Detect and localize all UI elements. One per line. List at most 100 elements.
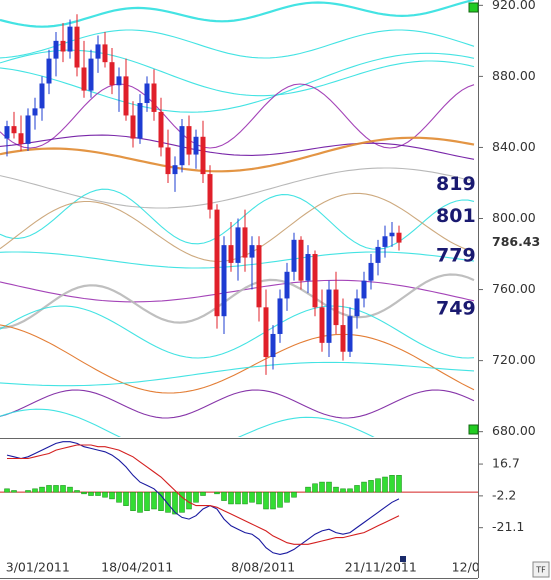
candle-body (67, 26, 73, 52)
candle-body (200, 136, 206, 175)
histogram-bar (312, 483, 318, 493)
cycle-line (0, 52, 475, 113)
histogram-bar (165, 491, 171, 513)
candle-body (354, 298, 360, 317)
candle-body (32, 108, 38, 116)
y-tick-label: -2.2 (492, 487, 516, 502)
candle-body (207, 174, 213, 210)
candle-body (242, 227, 248, 258)
cycle-line (0, 273, 475, 330)
cycle-line (0, 136, 475, 173)
cycle-line (0, 279, 475, 303)
cycle-line (0, 188, 475, 250)
cycle-line (0, 305, 475, 359)
candle-body (88, 58, 94, 91)
candle-body (389, 232, 395, 237)
candle-body (172, 165, 178, 175)
histogram-bar (221, 491, 227, 501)
y-tick-label: 840.00 (492, 139, 536, 154)
candle-body (60, 40, 66, 52)
candle-body (123, 76, 129, 116)
candle-body (186, 126, 192, 155)
cycle-line (0, 0, 475, 28)
candle-body (46, 58, 52, 84)
histogram-bar (228, 491, 234, 505)
histogram-bar (81, 491, 87, 495)
histogram-bar (389, 475, 395, 493)
candle-body (53, 40, 59, 59)
histogram-bar (172, 491, 178, 515)
histogram-bar (193, 491, 199, 503)
candle-body (102, 44, 108, 63)
histogram-bar (32, 488, 38, 493)
histogram-bar (179, 491, 185, 513)
histogram-bar (361, 481, 367, 493)
level-label: 749 (436, 298, 476, 320)
cycle-line (0, 251, 475, 269)
last-price-box (486, 234, 548, 251)
histogram-bar (256, 491, 262, 505)
histogram-bar (340, 488, 346, 493)
candle-body (326, 289, 332, 343)
histogram-bar (137, 491, 143, 513)
indicator-line (6, 441, 400, 555)
histogram-bar (305, 486, 311, 493)
histogram-bar (200, 491, 206, 496)
candle-body (109, 62, 115, 86)
histogram-bar (123, 491, 129, 506)
x-tick-label: 12/03 (452, 560, 488, 575)
histogram-bar (151, 491, 157, 510)
histogram-bar (354, 485, 360, 493)
y-tick-label: 680.00 (492, 423, 536, 438)
x-tick-label: 8/08/2011 (231, 560, 295, 575)
candle-body (144, 83, 150, 104)
candle-body (256, 245, 262, 308)
candle-body (214, 209, 220, 317)
level-label: 819 (436, 173, 476, 195)
macd-panel: 3/01/2011 18/04/2011 8/08/2011 21/11/2011 12… (0, 441, 488, 575)
y-tick-label: 720.00 (492, 352, 536, 367)
candle-body (158, 111, 164, 148)
candle-body (81, 67, 87, 91)
candle-body (39, 83, 45, 109)
histogram-bar (130, 491, 136, 511)
candle-body (4, 126, 10, 139)
panel-button[interactable] (468, 424, 479, 435)
candle-body (116, 76, 122, 86)
histogram-bar (396, 475, 402, 493)
histogram-bar (270, 491, 276, 510)
level-label: 801 (436, 205, 476, 227)
cycle-line (0, 408, 375, 437)
candle-body (137, 103, 143, 139)
tf-button[interactable] (532, 561, 550, 578)
histogram-bar (11, 490, 17, 493)
cycle-line (0, 324, 475, 394)
histogram-bar (284, 491, 290, 503)
indicator-line (7, 444, 400, 545)
candle-body (277, 298, 283, 334)
candle-body (382, 236, 388, 247)
candle-body (347, 316, 353, 352)
y-tick-label: -21.1 (492, 519, 524, 534)
candle-body (235, 227, 241, 263)
histogram-bar (277, 491, 283, 508)
histogram-bar (109, 491, 115, 500)
histogram-bar (46, 485, 52, 493)
candle-body (291, 239, 297, 272)
y-tick-label: 920.00 (492, 0, 536, 12)
histogram-bar (368, 480, 374, 493)
candle-body (396, 232, 402, 243)
histogram-bar (144, 491, 150, 511)
histogram-bar (53, 485, 59, 493)
candle-body (95, 44, 101, 59)
histogram-bar (382, 476, 388, 493)
candle-body (74, 26, 80, 68)
cycle-line (0, 361, 475, 387)
histogram-bar (333, 486, 339, 493)
candle-body (305, 254, 311, 281)
price-panel: 819 801 779 749 (4, 14, 476, 375)
candle-body (228, 245, 234, 263)
y-tick-label: 16.7 (492, 456, 520, 471)
panel-button[interactable] (468, 2, 479, 13)
